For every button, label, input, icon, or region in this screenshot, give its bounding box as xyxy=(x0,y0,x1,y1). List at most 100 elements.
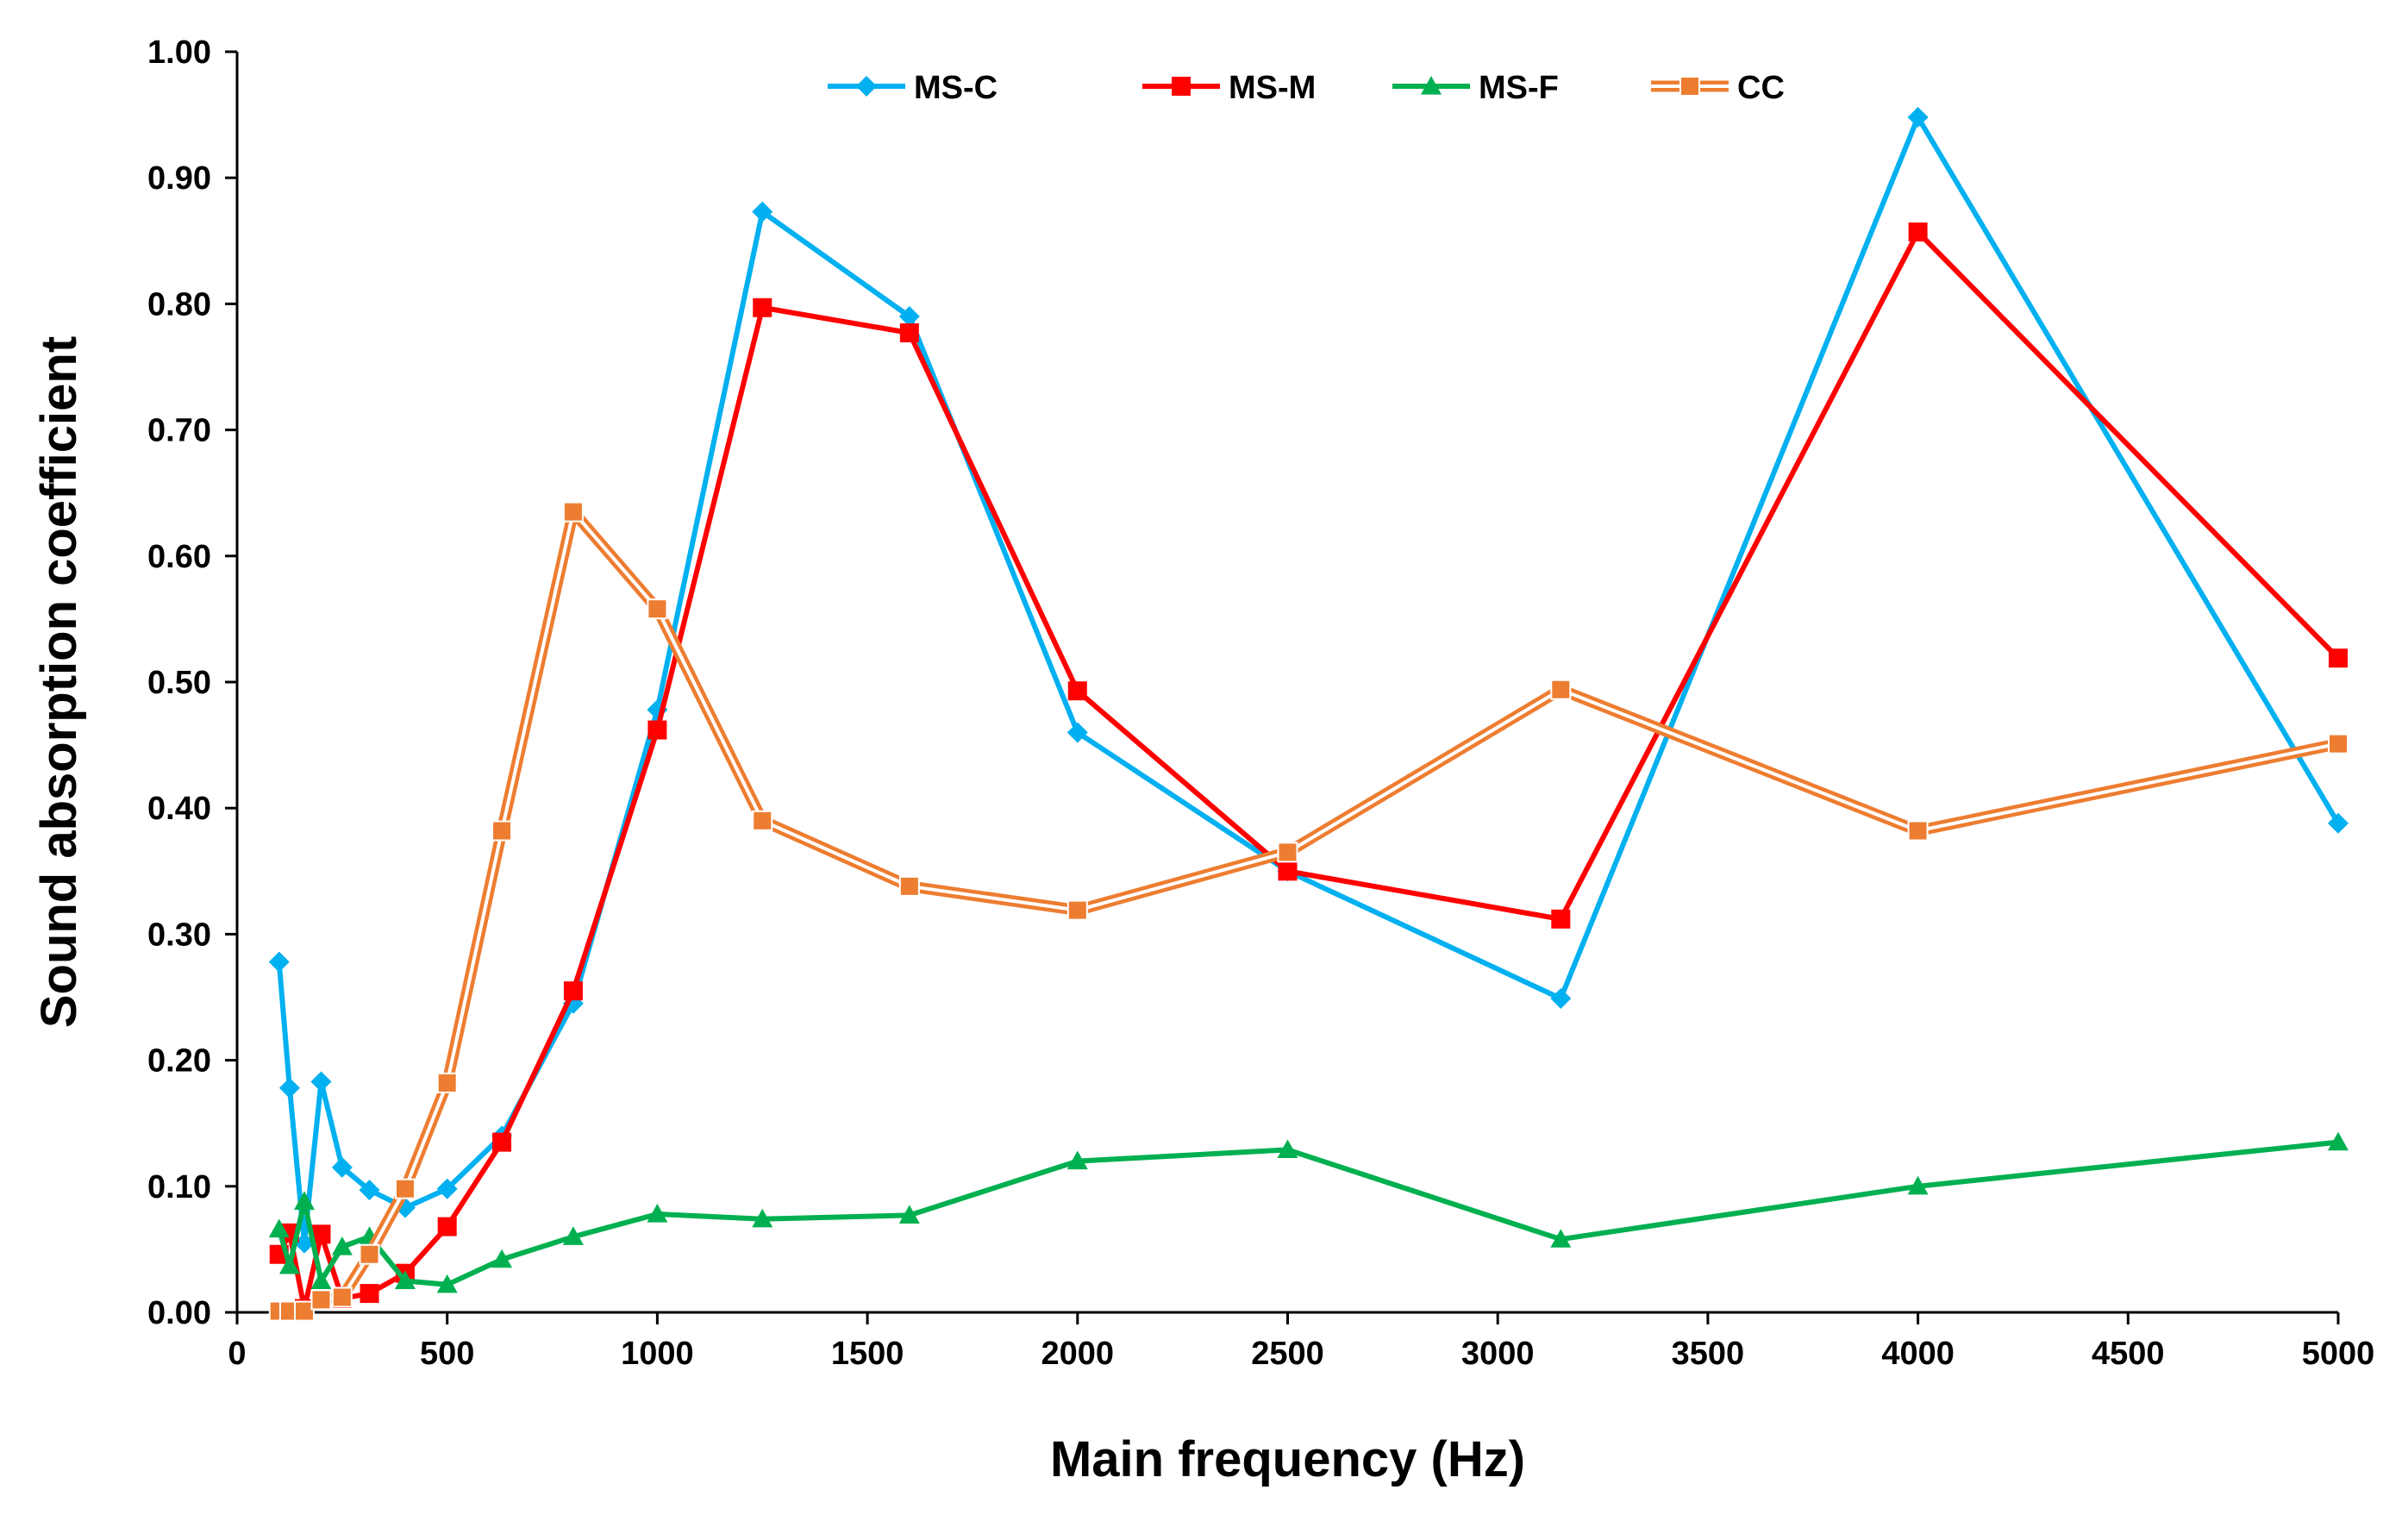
data-point-ms-f xyxy=(310,1270,332,1290)
data-point-cc xyxy=(2328,733,2349,754)
y-tick-label: 0.70 xyxy=(147,413,211,449)
data-point-ms-f xyxy=(268,1218,290,1238)
x-axis-title: Main frequency (Hz) xyxy=(1050,1431,1525,1487)
series-line-ms-m xyxy=(277,229,2341,1312)
data-point-ms-m xyxy=(899,323,919,343)
series-line-cc-inner xyxy=(278,510,2339,1313)
data-point-ms-m xyxy=(647,720,667,740)
data-point-ms-c xyxy=(436,1178,458,1199)
data-point-ms-c xyxy=(331,1156,353,1178)
data-point-ms-c xyxy=(1066,722,1088,743)
data-point-ms-f xyxy=(278,1255,300,1274)
y-tick-label: 1.00 xyxy=(147,34,211,71)
series-line-ms-c xyxy=(276,115,2341,1246)
data-point-ms-c xyxy=(1550,987,1572,1009)
series-line-ms-f xyxy=(276,1139,2339,1287)
data-point-ms-c xyxy=(2328,812,2349,834)
x-tick-label: 4000 xyxy=(1881,1336,1955,1372)
data-point-cc xyxy=(394,1178,416,1199)
data-point-ms-c xyxy=(359,1180,380,1201)
data-point-cc xyxy=(1550,679,1572,700)
data-point-ms-f xyxy=(1066,1150,1088,1170)
x-tick-label: 500 xyxy=(420,1336,474,1372)
data-point-cc xyxy=(752,810,773,831)
axes xyxy=(235,52,2338,1314)
y-tick-label: 0.10 xyxy=(147,1169,211,1205)
data-point-ms-f xyxy=(562,1226,584,1245)
y-tick-label: 0.30 xyxy=(147,917,211,953)
data-point-ms-m xyxy=(311,1224,331,1244)
y-tick-label: 0.60 xyxy=(147,539,211,575)
y-tick-label: 0.20 xyxy=(147,1043,211,1080)
legend-marker-ms-f xyxy=(1421,76,1442,95)
data-point-ms-c xyxy=(268,951,290,973)
data-point-cc xyxy=(331,1286,353,1308)
series-layer xyxy=(268,107,2349,1322)
data-point-cc xyxy=(647,598,668,620)
data-point-ms-m xyxy=(1067,681,1087,701)
data-point-ms-f xyxy=(491,1249,513,1268)
x-tick-label: 4500 xyxy=(2092,1336,2165,1372)
y-tick-label: 0.80 xyxy=(147,286,211,322)
data-point-ms-f xyxy=(898,1205,920,1224)
x-tick-label: 3000 xyxy=(1461,1336,1535,1372)
data-point-cc xyxy=(898,875,920,897)
x-tick-label: 1000 xyxy=(621,1336,694,1372)
data-point-ms-f xyxy=(293,1191,315,1210)
data-point-ms-m xyxy=(2329,648,2348,668)
data-point-ms-f xyxy=(647,1203,668,1223)
series-cc xyxy=(268,501,2349,1322)
x-tick-label: 2000 xyxy=(1041,1336,1115,1372)
data-point-ms-f xyxy=(2328,1131,2349,1151)
series-ms-f xyxy=(268,1131,2349,1293)
data-point-ms-c xyxy=(898,306,920,328)
legend-label-ms-m: MS-M xyxy=(1229,70,1316,106)
data-point-ms-f xyxy=(394,1270,416,1290)
legend-label-ms-f: MS-F xyxy=(1479,70,1559,106)
data-point-cc xyxy=(359,1243,380,1265)
legend-item-ms-c: MS-C xyxy=(828,70,998,106)
data-point-ms-m xyxy=(1278,861,1298,881)
legend-marker-ms-m xyxy=(1172,77,1191,96)
data-point-ms-m xyxy=(492,1132,512,1152)
data-point-ms-m xyxy=(1908,222,1928,242)
data-point-cc xyxy=(1066,899,1088,921)
data-point-ms-f xyxy=(1550,1229,1572,1248)
data-point-ms-f xyxy=(752,1208,773,1228)
x-tick-label: 0 xyxy=(228,1336,246,1372)
x-axis-ticks: 0 500 1000 1500 2000 2500 3000 3500 4000 4500 5000 xyxy=(228,1312,2374,1372)
legend-marker-cc xyxy=(1679,76,1700,97)
legend-item-cc: CC xyxy=(1651,70,1785,106)
data-point-ms-m xyxy=(1551,909,1571,929)
series-ms-m xyxy=(269,222,2348,1318)
y-tick-label: 0.50 xyxy=(147,665,211,701)
x-tick-label: 1500 xyxy=(831,1336,904,1372)
data-point-ms-c xyxy=(310,1071,332,1092)
data-point-ms-c xyxy=(278,1077,300,1099)
legend-label-ms-c: MS-C xyxy=(914,70,998,106)
data-point-ms-f xyxy=(331,1236,353,1255)
series-ms-c xyxy=(268,107,2349,1254)
data-point-cc xyxy=(436,1072,458,1093)
legend-marker-ms-c xyxy=(856,76,877,97)
series-line-cc xyxy=(278,506,2340,1317)
data-point-ms-f xyxy=(1907,1175,1929,1195)
data-point-ms-m xyxy=(360,1284,379,1304)
y-tick-label: 0.40 xyxy=(147,791,211,827)
data-point-ms-m xyxy=(563,981,583,1001)
data-point-cc xyxy=(310,1289,332,1311)
legend-item-ms-m: MS-M xyxy=(1142,70,1316,106)
data-point-cc xyxy=(1277,842,1298,863)
data-point-ms-m xyxy=(437,1217,457,1236)
data-point-cc xyxy=(491,820,513,842)
data-point-ms-f xyxy=(436,1274,458,1293)
data-point-cc xyxy=(562,501,584,523)
data-point-ms-m xyxy=(753,297,772,317)
legend-item-ms-f: MS-F xyxy=(1392,70,1559,106)
data-point-ms-f xyxy=(1277,1139,1298,1159)
legend: MS-C MS-M MS-F CC xyxy=(828,70,1785,106)
y-tick-label: 0.00 xyxy=(147,1295,211,1331)
legend-label-cc: CC xyxy=(1737,70,1785,106)
data-point-ms-c xyxy=(752,201,773,222)
x-tick-label: 5000 xyxy=(2302,1336,2375,1372)
